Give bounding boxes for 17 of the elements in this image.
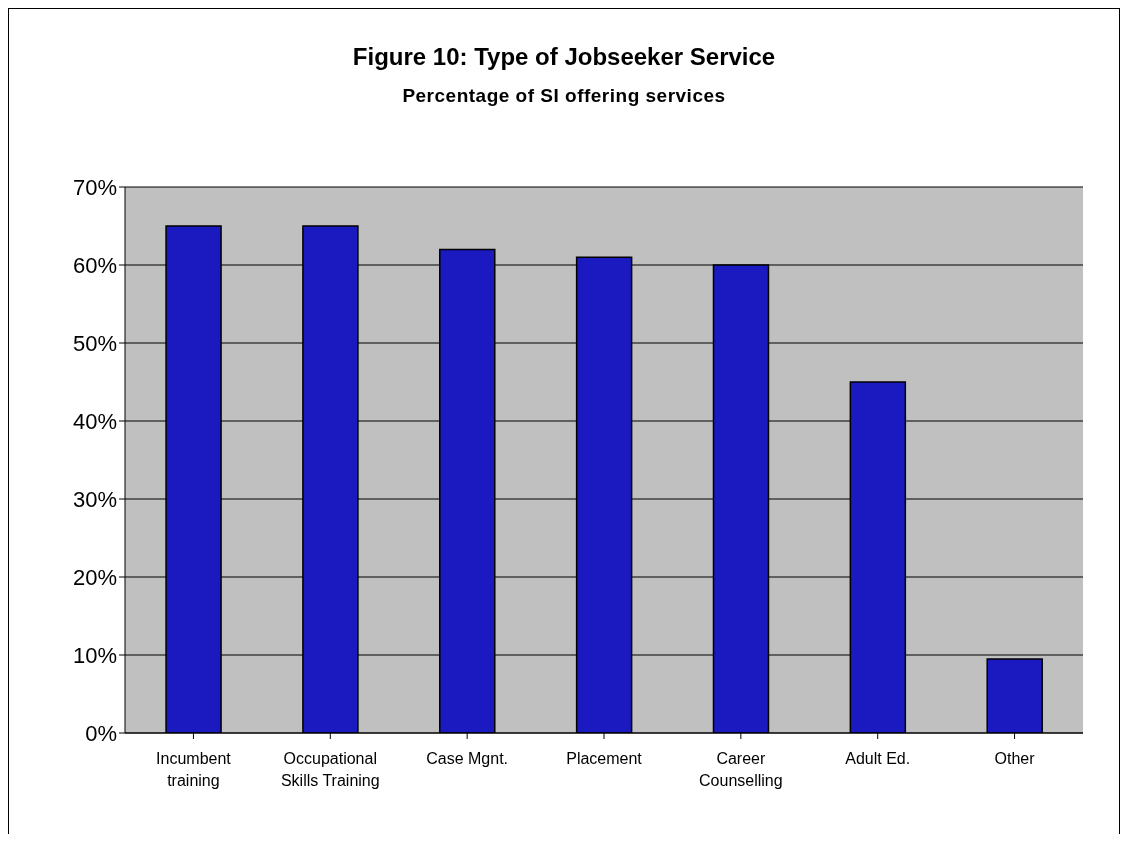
- x-tick-label: Other: [994, 750, 1036, 768]
- y-tick-label: 50%: [72, 330, 117, 356]
- y-tick-label: 30%: [72, 486, 117, 512]
- y-tick-label: 10%: [72, 642, 117, 668]
- x-tick-label: Case Mgnt.: [426, 750, 509, 768]
- x-tick-label: Career Counselling: [699, 750, 783, 790]
- chart-title: Figure 10: Type of Jobseeker Service: [351, 43, 777, 71]
- chart-subtitle: Percentage of SI offering services: [401, 85, 727, 107]
- x-tick-label: Placement: [566, 750, 643, 768]
- x-tick-label: Incumbent training: [156, 750, 232, 790]
- y-tick-label: 0%: [85, 720, 117, 746]
- y-tick-label: 70%: [72, 174, 117, 200]
- y-tick-label: 40%: [72, 408, 117, 434]
- y-tick-label: 60%: [72, 252, 117, 278]
- x-tick-label: Adult Ed.: [845, 750, 911, 768]
- y-tick-label: 20%: [72, 564, 117, 590]
- x-tick-label: Occupational Skills Training: [280, 750, 380, 790]
